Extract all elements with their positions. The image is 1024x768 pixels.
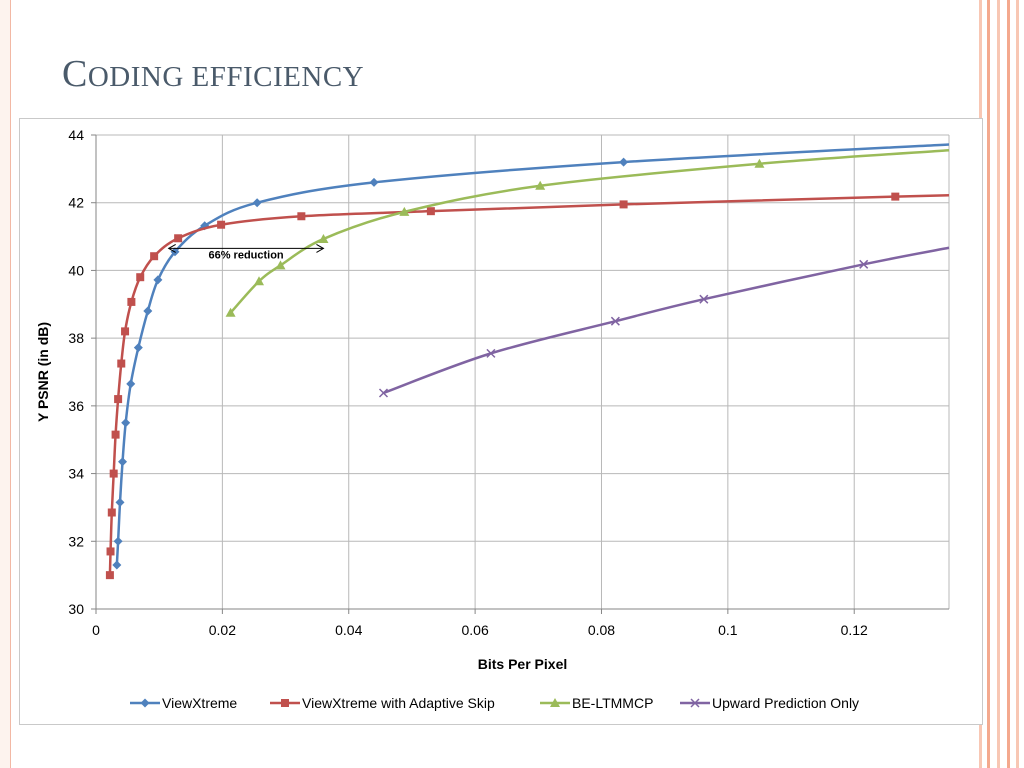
slide-left-border — [0, 0, 11, 768]
legend-item-2: ViewXtreme with Adaptive Skip — [270, 695, 495, 711]
y-tick-label: 40 — [68, 262, 84, 278]
data-point — [275, 260, 286, 270]
data-point — [891, 192, 900, 201]
data-point — [217, 220, 226, 229]
y-tick-label: 38 — [68, 330, 84, 346]
data-point — [114, 395, 123, 404]
legend-marker — [140, 698, 150, 708]
stripe-2 — [987, 0, 990, 768]
tick-labels: 0 0.02 0.04 0.06 0.08 0.1 0.12 30 32 34 36 38 40 42 44 — [68, 127, 868, 638]
data-point — [252, 198, 262, 208]
y-tick-label: 44 — [68, 127, 84, 143]
data-point — [113, 536, 123, 546]
data-point — [127, 297, 136, 306]
data-point — [118, 457, 128, 467]
data-point — [297, 212, 306, 221]
legend-label: Upward Prediction Only — [712, 695, 859, 711]
data-point — [107, 508, 116, 517]
slide-title-rest: ODING EFFICIENCY — [87, 61, 365, 93]
data-point — [121, 418, 131, 428]
annotation-group: 66% reduction — [167, 243, 325, 262]
data-point — [619, 157, 629, 167]
data-point — [369, 177, 379, 187]
legend-label: ViewXtreme — [162, 695, 237, 711]
line-chart: 0 0.02 0.04 0.06 0.08 0.1 0.12 30 32 34 36 38 40 42 44… — [35, 127, 950, 711]
legend-marker — [690, 698, 700, 708]
x-tick-label: 0 — [92, 622, 100, 638]
legend-marker — [281, 699, 289, 707]
data-point — [121, 327, 130, 336]
data-point — [254, 276, 265, 286]
x-axis-label: Bits Per Pixel — [478, 656, 568, 672]
legend-item-3: BE-LTMMCP — [540, 695, 653, 711]
y-axis-label: Y PSNR (in dB) — [35, 322, 51, 422]
annotation-label: 66% reduction — [208, 250, 283, 262]
data-point — [126, 379, 136, 389]
stripe-4 — [1007, 0, 1010, 768]
x-tick-label: 0.06 — [461, 622, 488, 638]
axes — [91, 134, 949, 614]
x-tick-label: 0.12 — [841, 622, 868, 638]
y-tick-label: 30 — [68, 601, 84, 617]
data-point — [610, 316, 620, 326]
data-point — [136, 273, 145, 282]
data-point — [699, 294, 709, 304]
series-line — [108, 194, 950, 576]
annotation-arrowhead-left — [167, 243, 176, 253]
legend-marker — [550, 698, 560, 707]
legend-item-4: Upward Prediction Only — [680, 695, 859, 711]
slide-title-initial: C — [62, 53, 88, 95]
data-point — [106, 547, 115, 556]
data-point — [117, 359, 126, 368]
gridlines — [96, 134, 950, 610]
y-tick-label: 34 — [68, 466, 84, 482]
stripe-5 — [1016, 0, 1019, 768]
data-point — [109, 469, 118, 478]
series-group — [105, 143, 950, 580]
data-point — [105, 571, 114, 580]
series-line — [383, 246, 950, 395]
data-point — [619, 200, 628, 209]
series-2 — [105, 192, 950, 580]
x-tick-label: 0.08 — [588, 622, 615, 638]
data-point — [486, 348, 496, 358]
series-3 — [225, 148, 950, 317]
y-tick-label: 36 — [68, 398, 84, 414]
x-tick-label: 0.04 — [335, 622, 362, 638]
data-point — [399, 206, 410, 216]
series-1 — [112, 143, 950, 570]
legend-label: BE-LTMMCP — [572, 695, 653, 711]
data-point — [111, 430, 120, 439]
data-point — [150, 252, 159, 261]
series-line — [229, 148, 950, 314]
x-tick-label: 0.1 — [718, 622, 738, 638]
data-point — [174, 234, 183, 243]
data-point — [378, 388, 389, 398]
stripe-3 — [997, 0, 1000, 768]
series-4 — [378, 246, 950, 398]
data-point — [112, 560, 122, 570]
data-point — [754, 158, 765, 168]
y-tick-label: 42 — [68, 195, 84, 211]
x-tick-label: 0.02 — [209, 622, 236, 638]
legend-label: ViewXtreme with Adaptive Skip — [302, 695, 495, 711]
data-point — [535, 180, 546, 190]
data-point — [859, 259, 869, 269]
data-point — [153, 275, 163, 285]
slide-title: CODING EFFICIENCY — [62, 52, 364, 96]
annotation-arrowhead-right — [316, 243, 325, 253]
data-point — [143, 306, 153, 316]
data-point — [200, 221, 210, 231]
data-point — [115, 497, 125, 507]
legend: ViewXtreme ViewXtreme with Adaptive Skip B… — [130, 695, 859, 711]
chart-container: 0 0.02 0.04 0.06 0.08 0.1 0.12 30 32 34 36 38 40 42 44… — [19, 118, 983, 725]
legend-item-1: ViewXtreme — [130, 695, 237, 711]
data-point — [426, 207, 435, 216]
data-point — [318, 233, 329, 243]
y-tick-label: 32 — [68, 533, 84, 549]
data-point — [225, 307, 236, 317]
decorative-stripes — [979, 0, 1024, 768]
data-point — [133, 343, 143, 353]
